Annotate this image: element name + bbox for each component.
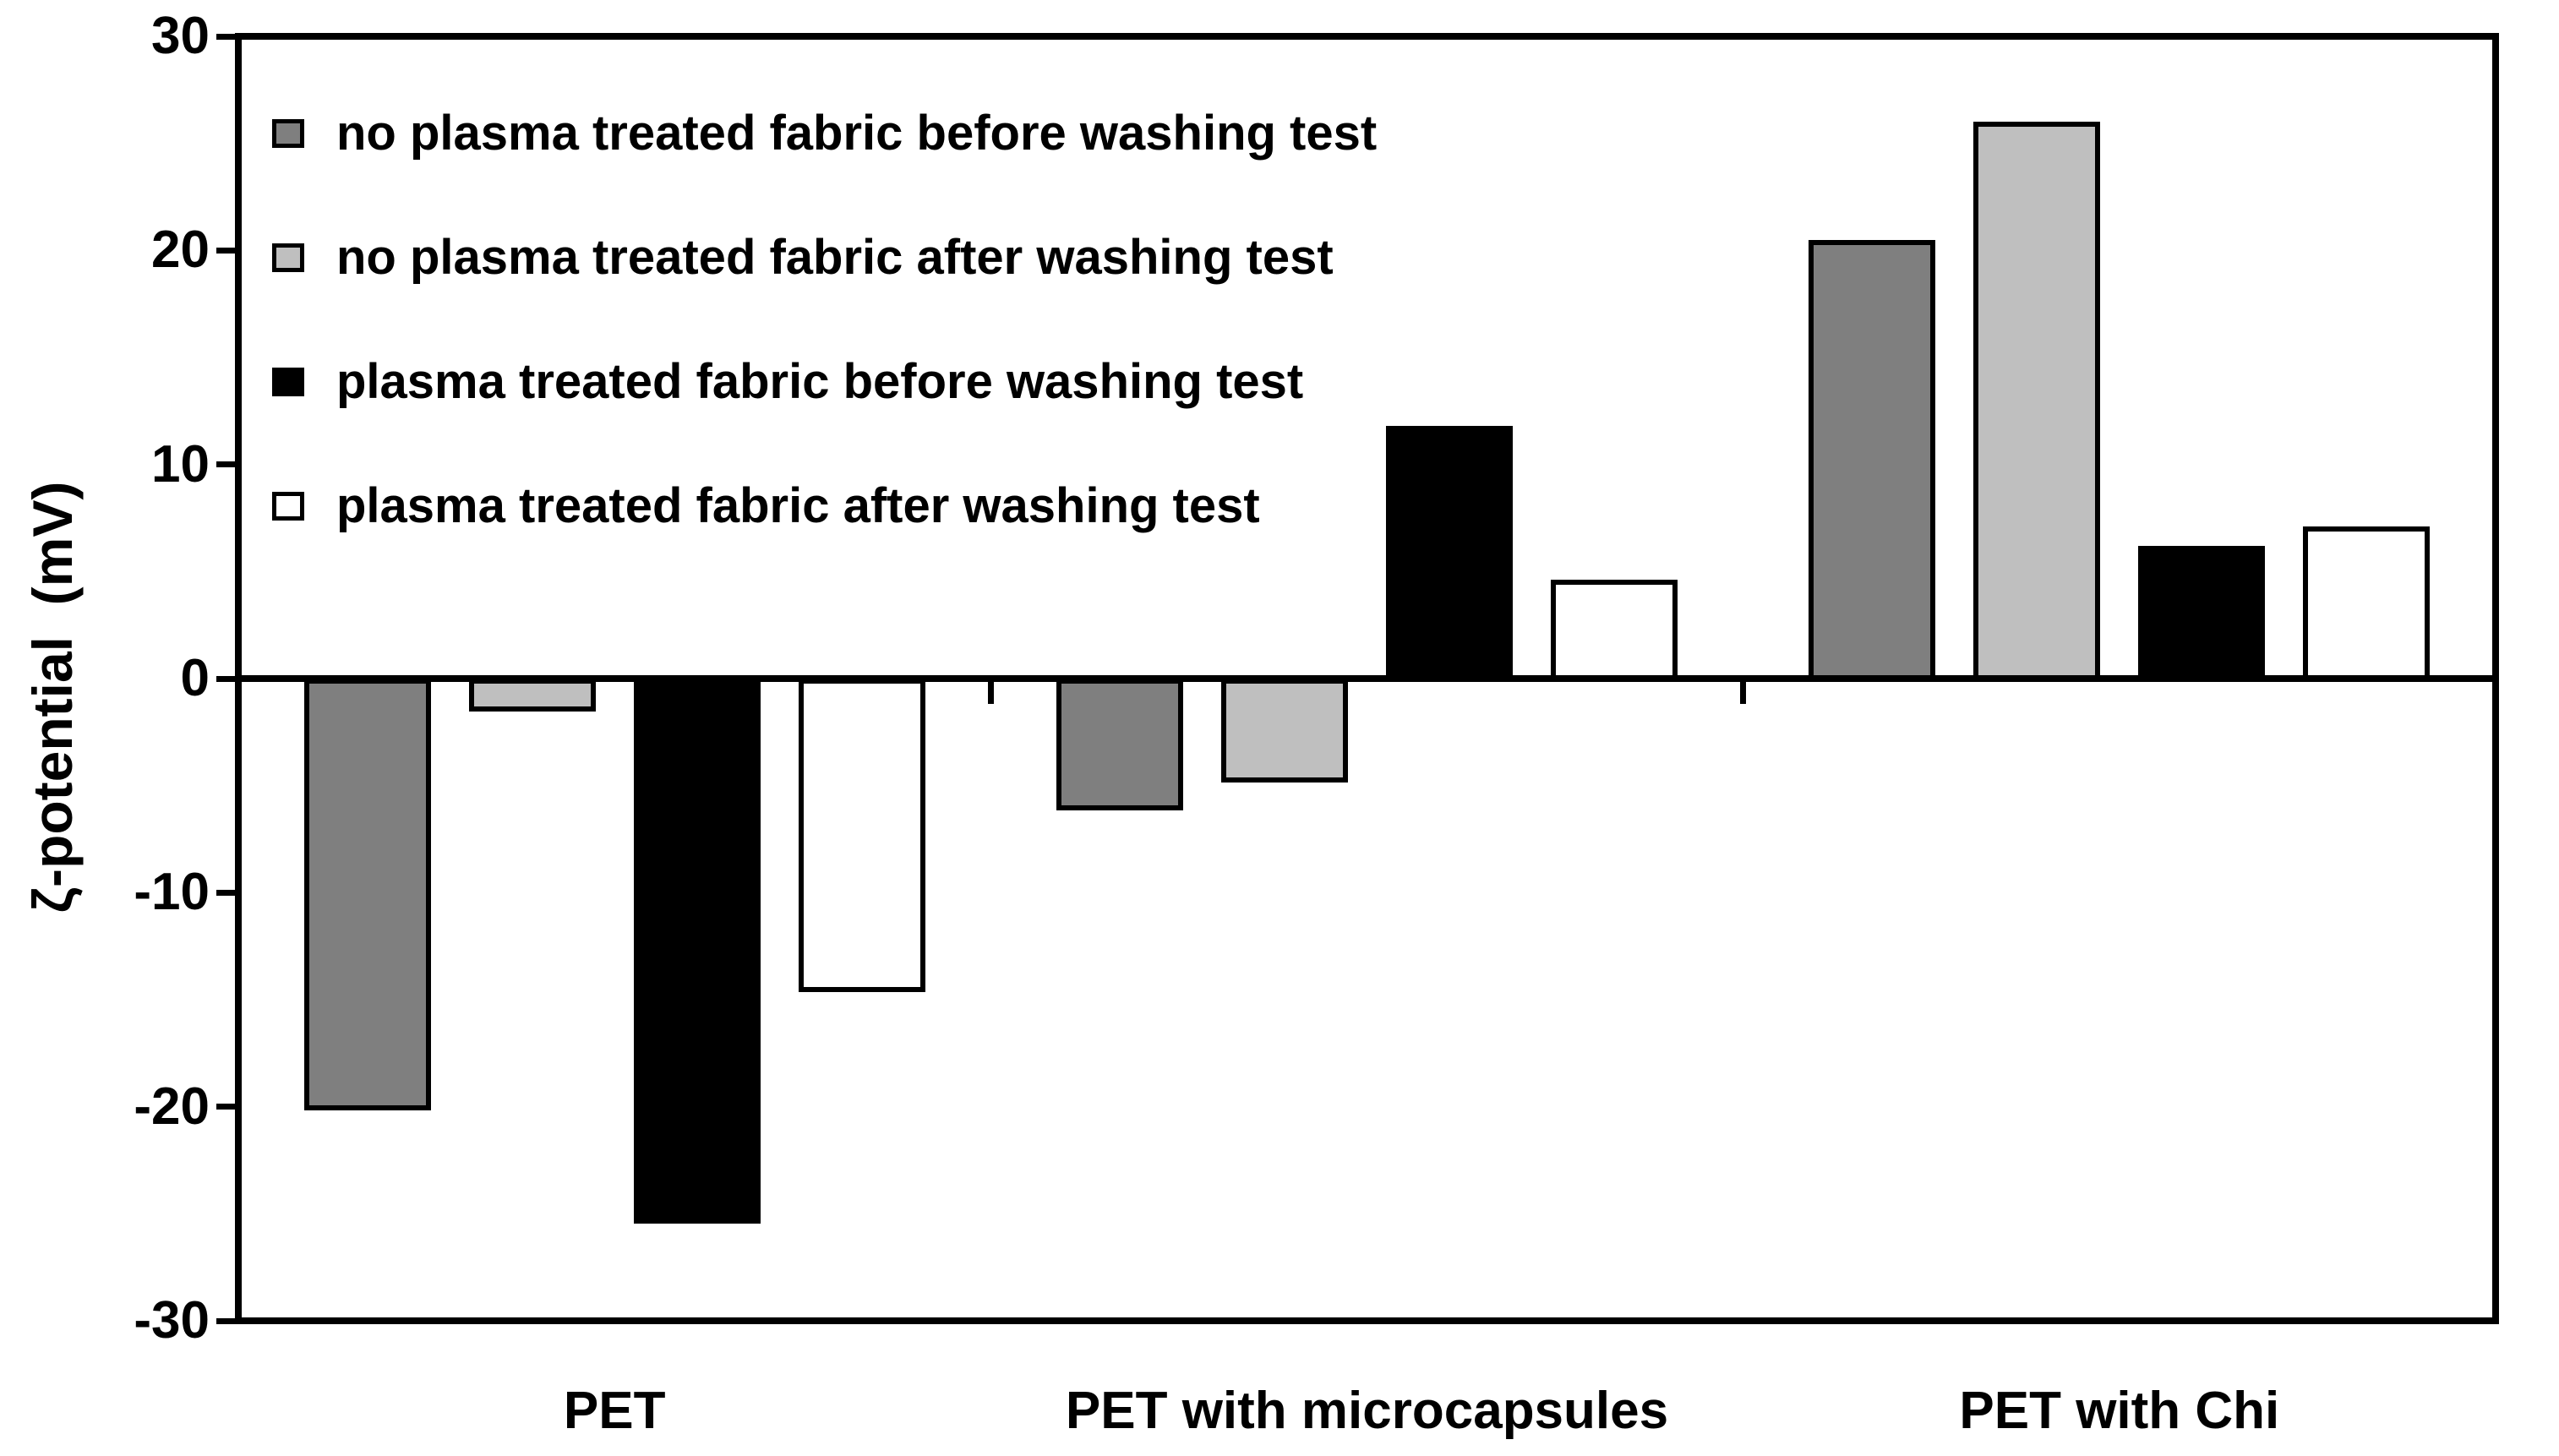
- x-axis-tick: [1740, 679, 1747, 704]
- bar: [1809, 239, 1936, 682]
- y-axis-tick: [216, 675, 238, 682]
- bar: [468, 679, 596, 712]
- bar: [1386, 426, 1513, 682]
- x-axis-tick: [987, 679, 994, 704]
- y-axis-tick: [216, 889, 238, 896]
- bar: [1221, 679, 1348, 783]
- y-tick-label: 0: [180, 649, 210, 707]
- y-axis-title: ζ-potential (mV): [21, 481, 84, 913]
- y-tick-label: 30: [151, 7, 210, 65]
- x-axis-tick: [2492, 679, 2499, 704]
- y-tick-label: -30: [134, 1291, 210, 1350]
- category-label: PET with Chi: [1959, 1382, 2280, 1440]
- legend-swatch: [272, 243, 304, 272]
- y-tick-label: 10: [151, 434, 210, 494]
- y-tick-label: -20: [134, 1077, 210, 1136]
- y-tick-label: 20: [151, 221, 210, 280]
- bar: [1973, 122, 2101, 682]
- legend-label: plasma treated fabric before washing tes…: [336, 354, 1304, 409]
- bar: [2303, 526, 2431, 682]
- bar: [798, 679, 925, 993]
- legend-label: no plasma treated fabric after washing t…: [336, 230, 1334, 285]
- bar: [303, 679, 431, 1110]
- y-axis-tick: [216, 33, 238, 40]
- legend-swatch: [272, 492, 304, 521]
- plot-border-bottom: [235, 1317, 2499, 1324]
- x-axis-tick: [235, 679, 242, 704]
- y-tick-label: -10: [134, 863, 210, 922]
- bar: [1551, 580, 1678, 682]
- bar: [2138, 545, 2266, 682]
- y-axis-tick: [216, 1104, 238, 1110]
- y-axis-tick: [216, 1317, 238, 1324]
- legend-label: plasma treated fabric after washing test: [336, 478, 1260, 533]
- legend-swatch: [272, 368, 304, 396]
- zero-axis-line: [238, 675, 2496, 682]
- y-axis-tick: [216, 461, 238, 468]
- y-axis-tick: [216, 247, 238, 254]
- category-label: PET: [563, 1382, 666, 1440]
- legend-swatch: [272, 119, 304, 148]
- category-label: PET with microcapsules: [1065, 1382, 1669, 1440]
- plot-border-top: [235, 33, 2499, 40]
- bar: [1056, 679, 1183, 810]
- bar: [633, 679, 761, 1224]
- legend-label: no plasma treated fabric before washing …: [336, 106, 1378, 161]
